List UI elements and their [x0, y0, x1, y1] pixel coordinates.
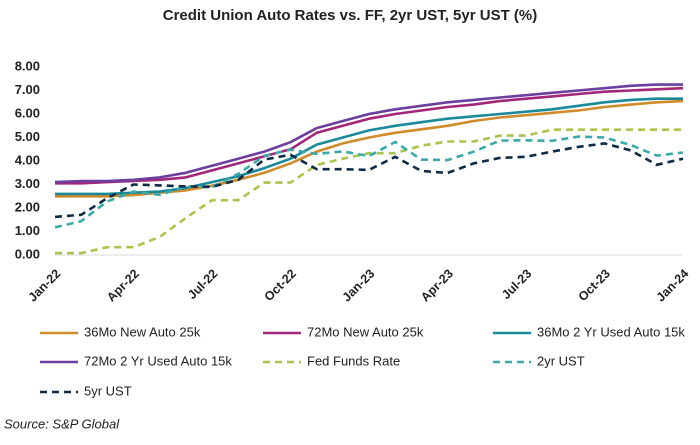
series-line	[54, 135, 684, 229]
x-tick-label: Oct-23	[576, 267, 613, 304]
x-tick-label: Jan-23	[340, 267, 378, 305]
x-tick-label: Apr-23	[418, 267, 456, 305]
y-tick-label: 2.00	[15, 199, 40, 214]
legend-label: 36Mo New Auto 25k	[84, 324, 201, 339]
legend-label: 72Mo 2 Yr Used Auto 15k	[84, 353, 232, 368]
series-line	[55, 97, 683, 196]
x-tick-label: Jul-22	[185, 267, 220, 302]
series-line	[54, 142, 684, 219]
series-line	[55, 128, 683, 255]
y-tick-label: 0.00	[15, 246, 40, 261]
x-tick-label: Jan-22	[26, 267, 64, 305]
source-note: Source: S&P Global	[4, 416, 120, 431]
series-line	[54, 83, 683, 184]
x-tick-label: Apr-22	[104, 267, 142, 305]
y-tick-label: 7.00	[15, 82, 40, 97]
legend-label: 5yr UST	[84, 383, 132, 398]
y-tick-label: 6.00	[15, 105, 40, 120]
legend-label: 72Mo New Auto 25k	[307, 324, 424, 339]
legend-label: 36Mo 2 Yr Used Auto 15k	[537, 324, 685, 339]
series-line	[55, 86, 684, 185]
series-line	[55, 99, 684, 198]
y-tick-label: 8.00	[15, 58, 40, 73]
x-tick-label: Jan-24	[654, 267, 692, 305]
chart-title: Credit Union Auto Rates vs. FF, 2yr UST,…	[163, 7, 538, 24]
y-tick-label: 1.00	[15, 223, 40, 238]
y-tick-label: 4.00	[15, 152, 40, 167]
x-tick-label: Oct-22	[262, 267, 299, 304]
x-tick-label: Jul-23	[499, 267, 534, 302]
legend-label: Fed Funds Rate	[307, 353, 400, 368]
y-tick-label: 3.00	[15, 176, 40, 191]
y-tick-label: 5.00	[15, 129, 40, 144]
legend-label: 2yr UST	[537, 353, 585, 368]
